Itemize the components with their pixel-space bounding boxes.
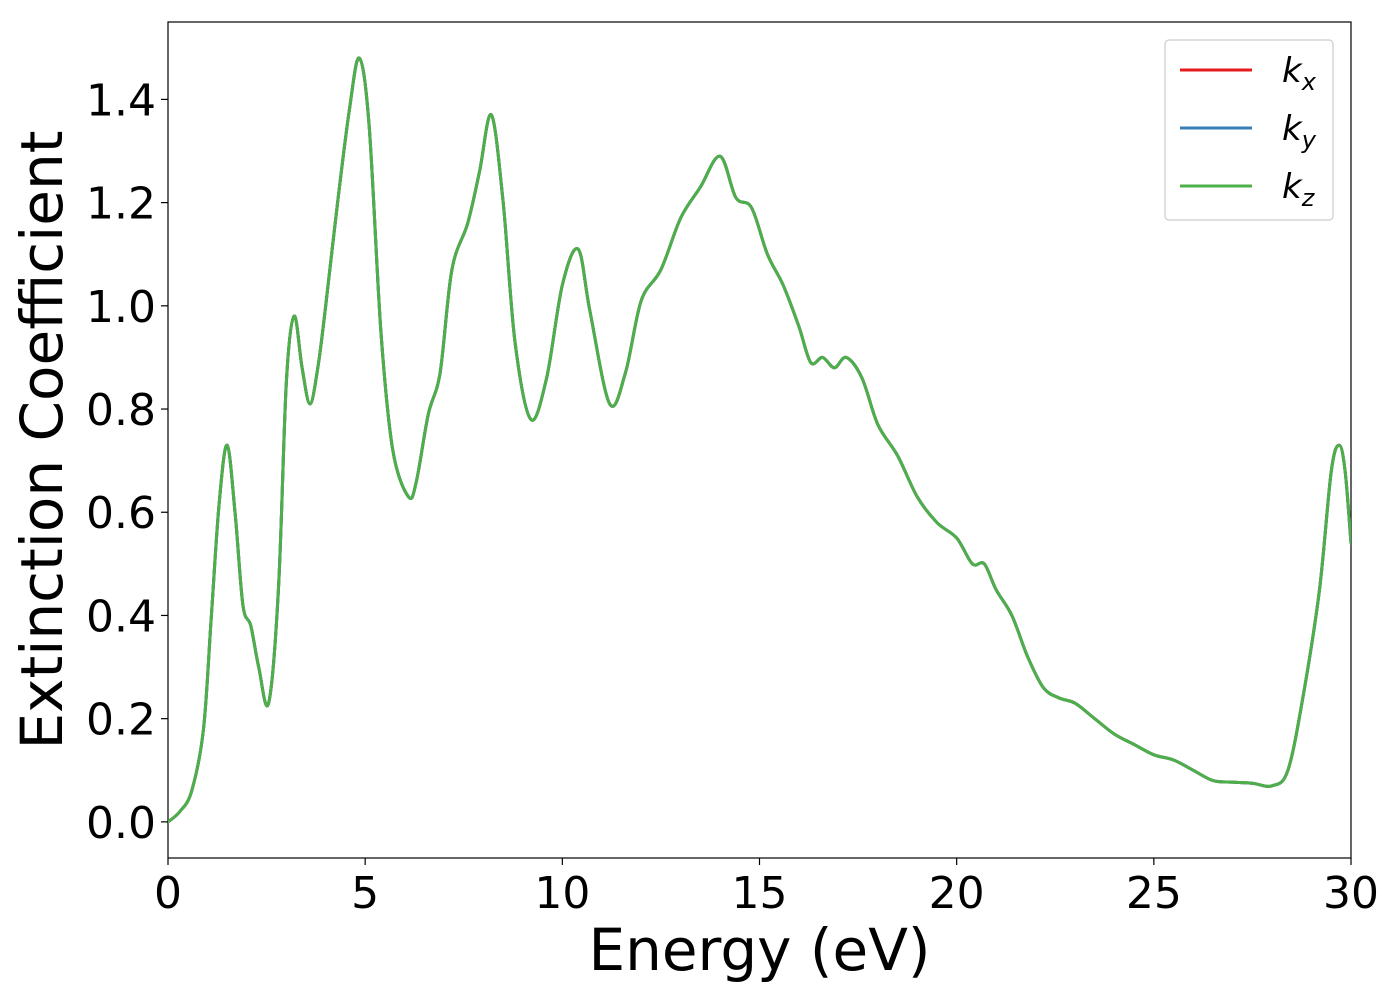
y-axis: 0.0 0.2 0.4 0.6 0.8 1.0 1.2 1.4 bbox=[86, 75, 168, 848]
x-tick-label: 15 bbox=[732, 868, 788, 919]
y-tick-label: 1.2 bbox=[86, 179, 156, 230]
x-tick-label: 10 bbox=[534, 868, 590, 919]
y-tick-label: 0.8 bbox=[86, 385, 156, 436]
x-axis: 0 5 10 15 20 25 30 bbox=[154, 858, 1379, 919]
x-tick-label: 0 bbox=[154, 868, 182, 919]
y-tick-label: 0.6 bbox=[86, 488, 156, 539]
y-tick-label: 1.4 bbox=[86, 75, 156, 126]
y-axis-title: Extinction Coefficient bbox=[8, 131, 76, 750]
x-tick-label: 5 bbox=[351, 868, 379, 919]
y-tick-label: 0.0 bbox=[86, 798, 156, 849]
x-axis-title: Energy (eV) bbox=[588, 916, 930, 984]
x-tick-label: 25 bbox=[1126, 868, 1182, 919]
y-tick-label: 1.0 bbox=[86, 282, 156, 333]
y-tick-label: 0.2 bbox=[86, 695, 156, 746]
x-tick-label: 30 bbox=[1323, 868, 1379, 919]
y-tick-label: 0.4 bbox=[86, 591, 156, 642]
x-tick-label: 20 bbox=[929, 868, 985, 919]
